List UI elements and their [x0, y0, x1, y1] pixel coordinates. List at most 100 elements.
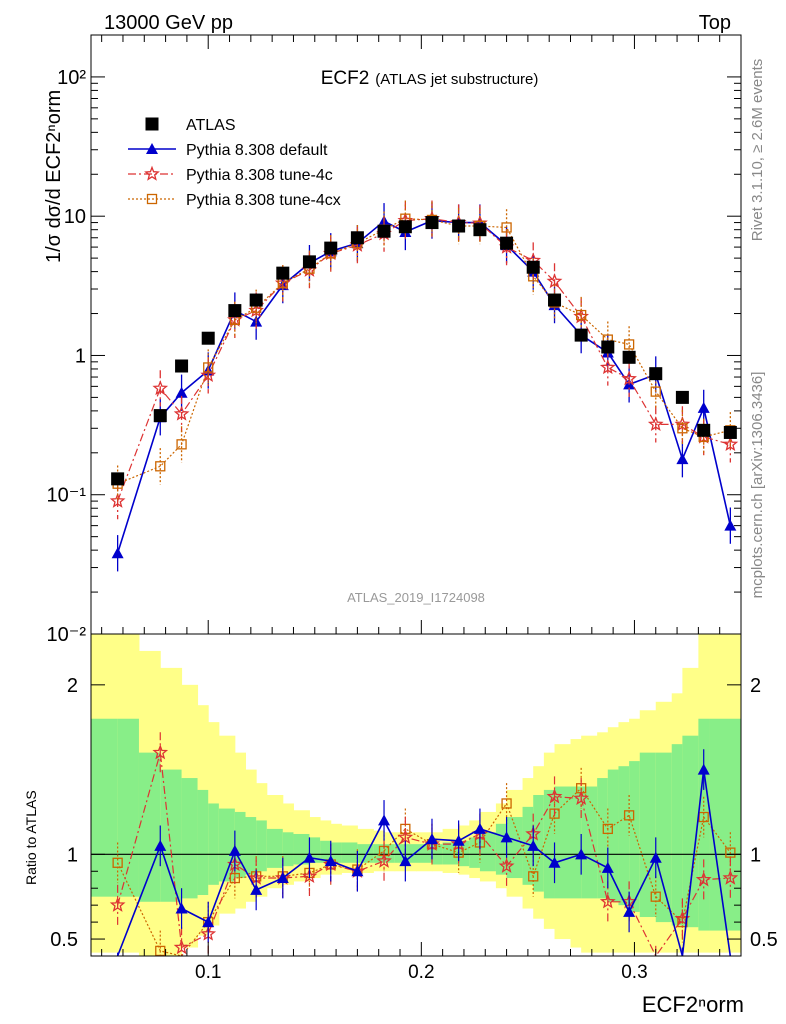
ratio-frame: [90, 633, 742, 957]
data-point: [622, 350, 636, 364]
ratio-point: [452, 834, 465, 846]
band-green: [91, 718, 119, 897]
ratio-point: [473, 822, 486, 834]
band-green: [405, 844, 417, 863]
data-point: [324, 241, 338, 255]
data-point: [723, 425, 737, 439]
data-point: [647, 416, 664, 432]
data-point: [249, 293, 263, 307]
legend-marker: [144, 165, 160, 181]
band-green: [682, 735, 699, 928]
mcplots-label: mcplots.cern.ch [arXiv:1306.3436]: [749, 372, 766, 599]
legend-label: Pythia 8.308 tune-4cx: [186, 192, 341, 209]
band-green: [522, 806, 534, 885]
ratio-point: [301, 867, 318, 884]
data-point: [548, 293, 562, 307]
band-green: [282, 832, 294, 867]
series-pythia-8-308-default: [111, 202, 737, 572]
y-tick-label: 10²: [57, 67, 86, 89]
data-point: [650, 386, 661, 397]
data-point: [526, 260, 540, 274]
band-green: [197, 789, 209, 895]
ratio-y-tick-label-right: 2: [750, 675, 761, 697]
data-point: [722, 436, 739, 452]
x-axis-label: ECF2ⁿorm: [642, 992, 744, 1017]
ratio-point: [623, 810, 635, 821]
ratio-point: [527, 839, 540, 851]
band-green: [671, 744, 683, 926]
x-tick-label: 0.2: [408, 962, 434, 983]
band-green: [160, 769, 183, 902]
ratio-point: [722, 869, 739, 885]
ratio-point: [397, 829, 414, 845]
band-green: [655, 752, 673, 923]
ratio-y-tick-label: 1: [67, 844, 78, 866]
data-point: [176, 439, 187, 450]
legend-label: Pythia 8.308 default: [186, 142, 328, 159]
band-green: [639, 752, 657, 918]
band-green: [554, 786, 572, 899]
data-point: [500, 236, 514, 250]
band-green: [234, 811, 247, 879]
data-point: [599, 359, 616, 375]
series-line: [117, 218, 731, 485]
ratio-point: [599, 893, 616, 909]
data-point: [175, 386, 188, 398]
ratio-point: [697, 763, 710, 775]
ratio-point: [695, 871, 712, 887]
band-green: [458, 840, 470, 867]
band-green: [597, 778, 609, 899]
data-point: [576, 309, 587, 321]
band-green: [138, 752, 161, 902]
band-green: [320, 840, 332, 863]
ratio-point: [546, 788, 563, 804]
x-tick-label: 0.3: [621, 962, 647, 983]
ratio-point: [501, 798, 512, 809]
series-pythia-8-308-tune-4cx: [112, 200, 736, 502]
ratio-point: [173, 939, 190, 955]
band-green: [208, 803, 220, 885]
band-green: [607, 769, 619, 902]
legend: ATLAS Pythia 8.308 default Pythia 8.308 tu…: [128, 117, 341, 209]
ratio-y-tick-label: 2: [67, 675, 78, 697]
data-point: [109, 492, 126, 508]
band-green: [245, 817, 257, 875]
band-green: [341, 842, 358, 863]
band-green: [384, 844, 396, 863]
ratio-point: [175, 902, 188, 914]
data-point: [649, 367, 663, 381]
ratio-point: [109, 896, 126, 912]
ratio-point: [575, 848, 588, 860]
y-axis-label: 1/σ dσ/d ECF2ⁿorm: [43, 90, 65, 263]
band-green: [394, 844, 406, 863]
ratio-point: [276, 872, 289, 884]
data-point: [203, 362, 214, 373]
data-point: [546, 273, 563, 289]
data-point: [697, 423, 711, 437]
data-point: [724, 519, 737, 531]
band-green: [506, 817, 524, 879]
ratio-point: [601, 861, 614, 873]
band-green: [543, 789, 556, 899]
y-tick-label: 10⁻¹: [47, 485, 87, 507]
band-green: [469, 837, 481, 868]
ratio-point: [250, 883, 263, 895]
analysis-watermark: ATLAS_2019_I1724098: [347, 590, 485, 605]
legend-label: Pythia 8.308 tune-4c: [186, 167, 333, 184]
band-green: [293, 833, 310, 865]
data-point: [111, 472, 125, 486]
band-green: [117, 718, 140, 897]
ratio-point: [378, 814, 391, 826]
ratio-point: [498, 857, 515, 873]
band-green: [495, 823, 508, 875]
series-line: [116, 219, 732, 554]
band-green: [709, 718, 742, 931]
data-point: [574, 328, 588, 342]
data-point: [623, 339, 635, 350]
data-point: [152, 380, 169, 396]
series-pythia-8-308-tune-4c: [109, 200, 739, 520]
data-point: [425, 216, 439, 230]
ratio-point: [112, 857, 123, 868]
ratio-point: [351, 865, 364, 877]
